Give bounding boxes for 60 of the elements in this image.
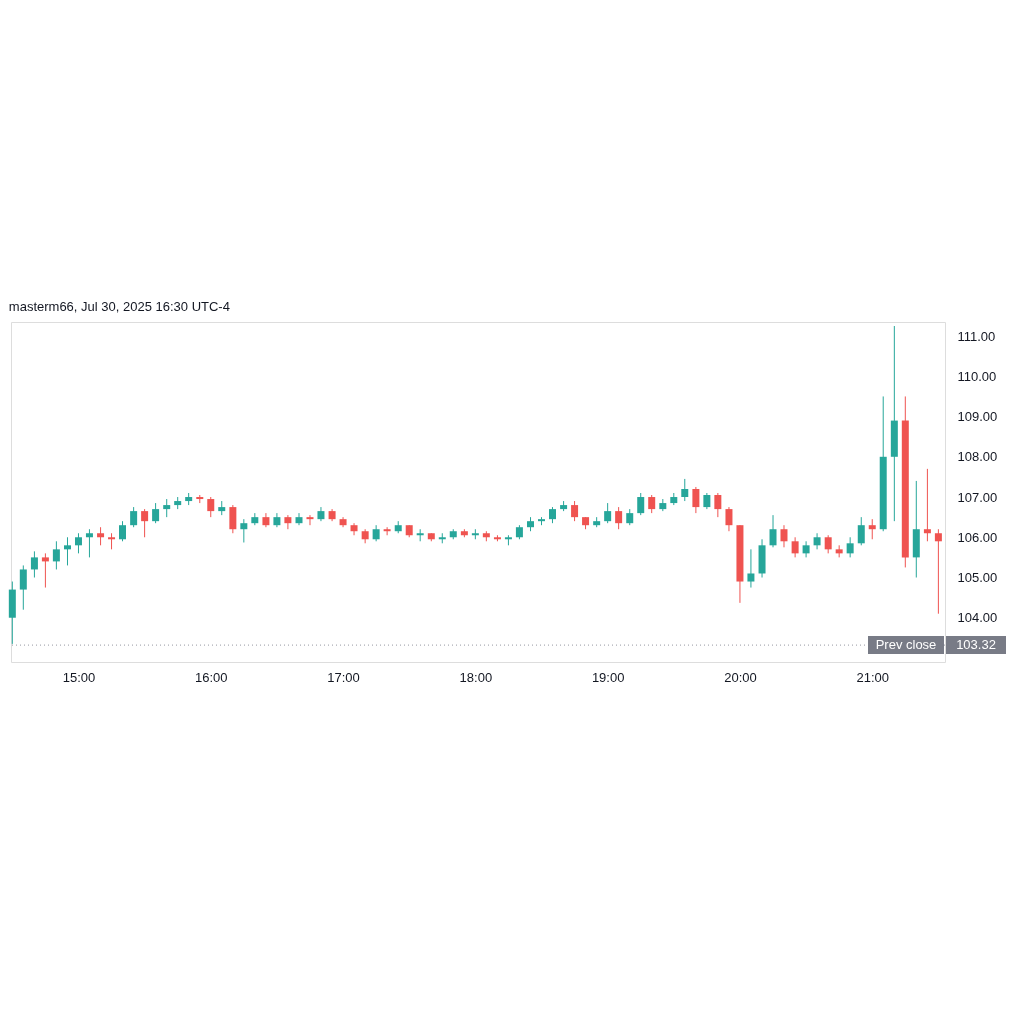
x-tick-label: 18:00 <box>459 669 493 685</box>
candlestick <box>934 528 942 615</box>
y-tick-label: 109.00 <box>957 409 998 425</box>
y-tick-label: 106.00 <box>957 529 998 545</box>
x-tick-label: 19:00 <box>591 669 625 685</box>
candlestick <box>141 508 149 538</box>
y-tick-label: 108.00 <box>957 449 998 465</box>
candlestick <box>383 526 391 536</box>
candlestick <box>846 536 854 558</box>
ref-line-label: Prev close <box>875 637 937 653</box>
candlestick <box>747 548 755 589</box>
candlestick <box>207 496 215 518</box>
chart-title: masterm66, Jul 30, 2025 16:30 UTC-4 <box>8 299 230 314</box>
y-tick-label: 110.00 <box>957 368 997 384</box>
candlestick <box>163 498 171 518</box>
candlestick <box>604 502 612 524</box>
candlestick <box>824 534 832 554</box>
y-tick-label: 111.00 <box>957 328 996 344</box>
candlestick <box>130 506 138 528</box>
candlestick <box>30 550 38 578</box>
candlestick <box>868 518 876 540</box>
candlestick <box>681 478 689 502</box>
y-tick-label: 107.00 <box>957 489 998 505</box>
y-tick-label: 105.00 <box>957 570 998 585</box>
candlestick <box>780 524 788 548</box>
candlestick <box>923 468 931 542</box>
candlestick <box>240 518 248 543</box>
x-tick-label: 17:00 <box>327 669 360 685</box>
candlestick <box>769 514 777 548</box>
x-tick-label: 16:00 <box>194 669 228 685</box>
candlestick <box>571 500 579 522</box>
candlestick <box>19 564 27 611</box>
candlestick <box>284 514 292 530</box>
candlestick <box>692 486 700 514</box>
candlestick <box>229 504 237 534</box>
candlestick <box>74 532 82 554</box>
candlestick <box>725 506 733 532</box>
candlestick <box>714 492 722 518</box>
candlestick <box>295 512 303 526</box>
candlestick <box>802 540 810 558</box>
candlestick <box>637 492 645 516</box>
candlestick <box>63 536 71 566</box>
candlestick <box>857 516 865 546</box>
candlestick <box>306 514 314 526</box>
candlestick <box>813 532 821 550</box>
x-tick-label: 15:00 <box>62 669 96 685</box>
candlestick <box>85 528 93 558</box>
candlestick <box>41 552 49 589</box>
candlestick <box>791 536 799 558</box>
candlestick <box>119 520 127 542</box>
text: 103.32 <box>956 637 996 653</box>
candlestick <box>615 506 623 530</box>
candlestick <box>152 502 160 524</box>
x-tick-label: 21:00 <box>856 669 890 685</box>
y-tick-label: 104.00 <box>957 610 998 626</box>
candlestick <box>350 522 358 536</box>
candlestick <box>97 526 105 546</box>
candlestick <box>52 540 60 570</box>
x-tick-label: 20:00 <box>724 669 757 685</box>
candlestick <box>648 494 656 514</box>
